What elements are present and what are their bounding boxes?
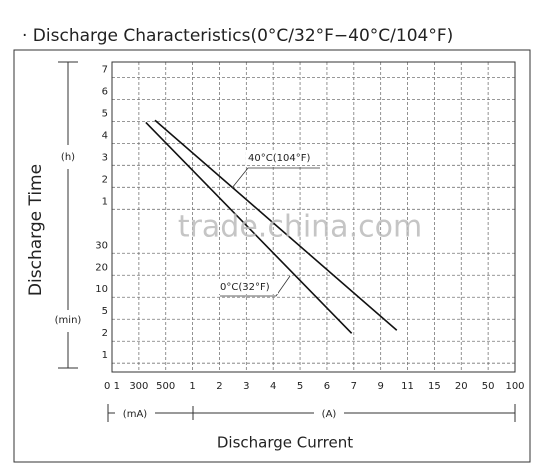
x-tick-label: 50 xyxy=(482,381,495,392)
x-tick-label: 5 xyxy=(297,381,303,392)
series-line xyxy=(154,119,398,331)
leader-line xyxy=(231,167,320,189)
x-tick-label: 4 xyxy=(270,381,276,392)
series-line xyxy=(145,121,353,334)
x-tick-label: 9 xyxy=(377,381,383,392)
plot-frame xyxy=(111,61,516,373)
y-tick-label: 7 xyxy=(102,64,108,75)
x-tick-label: 20 xyxy=(455,381,468,392)
x-tick-label: 2 xyxy=(216,381,222,392)
y-tick-label: 1 xyxy=(102,350,108,361)
frame xyxy=(13,49,531,463)
label-bg xyxy=(60,145,78,169)
x-tick-label: 1 xyxy=(189,381,195,392)
y-tick-label: 5 xyxy=(102,108,108,119)
x-unit: (A) xyxy=(322,409,337,420)
leader-line xyxy=(220,275,291,297)
series-label: 40°C(104°F) xyxy=(248,153,310,164)
x-tick-label: 0 1 xyxy=(104,381,120,392)
x-tick-label: 500 xyxy=(156,381,175,392)
y-tick-label: 5 xyxy=(102,306,108,317)
y-tick-label: 2 xyxy=(102,328,108,339)
x-tick-label: 11 xyxy=(401,381,414,392)
y-axis-label: Discharge Time xyxy=(26,164,46,296)
y-unit: (h) xyxy=(61,152,75,163)
y-tick-label: 10 xyxy=(95,284,108,295)
x-tick-label: 15 xyxy=(428,381,441,392)
label-bg xyxy=(218,279,278,294)
y-tick-label: 1 xyxy=(102,196,108,207)
x-tick-label: 6 xyxy=(324,381,330,392)
label-bg xyxy=(56,310,82,332)
y-tick-label: 2 xyxy=(102,174,108,185)
y-unit: (min) xyxy=(55,315,82,326)
y-tick-label: 6 xyxy=(102,86,108,97)
label-bg xyxy=(246,150,320,165)
y-tick-label: 3 xyxy=(102,152,108,163)
label-bg xyxy=(314,406,344,420)
x-tick-label: 7 xyxy=(351,381,357,392)
x-tick-label: 300 xyxy=(129,381,148,392)
series-label: 0°C(32°F) xyxy=(220,282,270,293)
x-tick-label: 3 xyxy=(243,381,249,392)
x-axis-label: Discharge Current xyxy=(217,434,353,452)
label-bg xyxy=(115,406,155,420)
y-tick-label: 30 xyxy=(95,240,108,251)
chart-title: · Discharge Characteristics(0°C/32°F−40°… xyxy=(22,26,453,46)
x-tick-label: 100 xyxy=(505,381,524,392)
watermark: trade.china.com xyxy=(178,210,422,245)
y-tick-label: 4 xyxy=(102,130,108,141)
x-unit: (mA) xyxy=(123,409,147,420)
y-tick-label: 20 xyxy=(95,262,108,273)
